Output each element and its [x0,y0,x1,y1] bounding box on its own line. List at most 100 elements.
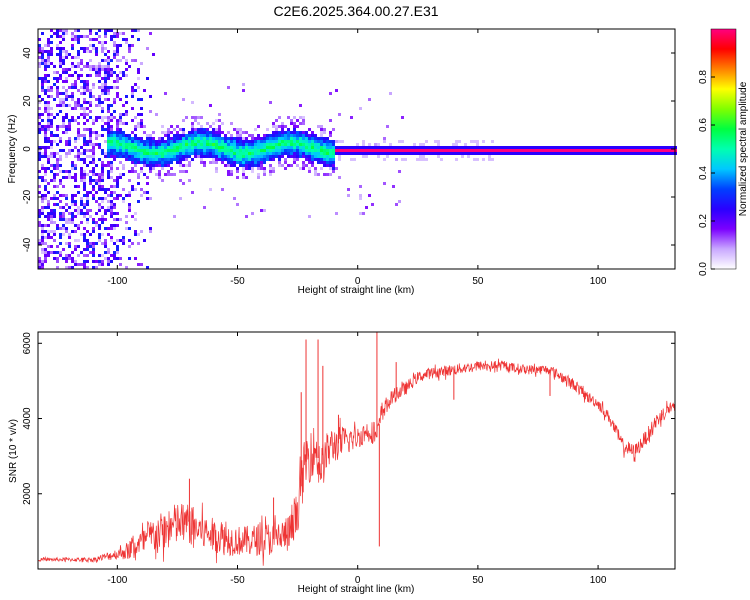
spectrogram-cell [56,224,59,227]
spectrogram-cell [41,206,44,209]
spectrogram-cell [116,185,119,188]
spectrogram-cell [107,227,110,230]
spectrogram-cell [80,35,83,38]
spectrogram-cell [350,116,353,119]
spectrogram-cell [155,140,158,143]
spectrogram-cell [98,74,101,77]
spectrogram-cell [215,149,218,152]
spectrogram-cell [110,155,113,158]
spectrogram-cell [296,143,299,146]
spectrogram-cell [44,224,47,227]
spectrogram-cell [209,134,212,137]
spectrogram-cell [128,179,131,182]
spectrogram-cell [65,32,68,35]
spectrogram-cell [329,140,332,143]
spectrogram-cell [137,68,140,71]
spectrogram-cell [293,161,296,164]
spectrogram-cell [59,125,62,128]
spectrogram-cell [71,230,74,233]
spectrogram-cell [98,176,101,179]
spectrogram-cell [110,68,113,71]
spectrogram-cell [44,230,47,233]
spectrogram-cell [155,149,158,152]
spectrogram-cell [50,164,53,167]
spectrogram-cell [77,155,80,158]
spectrogram-cell [197,134,200,137]
spectrogram-cell [50,119,53,122]
spectrogram-cell [122,131,125,134]
spectrogram-cell [158,176,161,179]
spectrogram-cell [92,119,95,122]
spectrogram-cell [92,230,95,233]
spectrogram-cell [272,122,275,125]
spectrogram-cell [38,257,41,260]
spectrogram-cell [272,170,275,173]
spectrogram-cell [89,209,92,212]
spectrogram-cell [98,179,101,182]
spectrogram-cell [167,173,170,176]
spectrogram-cell [461,152,464,155]
spectrogram-cell [188,134,191,137]
spectrogram-cell [584,152,587,155]
spectrogram-cell [110,239,113,242]
spectrogram-cell [248,158,251,161]
spectrogram-cell [71,194,74,197]
spectrogram-cell [623,146,626,149]
spectrogram-cell [269,149,272,152]
spectrogram-cell [68,119,71,122]
spectrogram-cell [107,56,110,59]
spectrogram-cell [305,155,308,158]
spectrogram-cell [164,143,167,146]
spectrogram-cell [230,155,233,158]
spectrogram-cell [299,143,302,146]
spectrogram-cell [89,89,92,92]
spectrogram-cell [143,143,146,146]
spectrogram-cell [62,32,65,35]
spectrogram-cell [254,149,257,152]
spectrogram-cell [359,149,362,152]
spectrogram-cell [641,149,644,152]
spectrogram-cell [74,65,77,68]
spectrogram-cell [362,152,365,155]
spectrogram-cell [188,155,191,158]
spectrogram-cell [671,152,674,155]
spectrogram-cell [59,206,62,209]
spectrogram-cell [251,137,254,140]
spectrogram-cell [350,146,353,149]
spectrogram-cell [134,218,137,221]
spectrogram-cell [257,152,260,155]
spectrogram-cell [83,254,86,257]
spectrogram-cell [290,134,293,137]
spectrogram-cell [98,188,101,191]
spectrogram-cell [257,176,260,179]
spectrogram-cell [278,155,281,158]
spectrogram-cell [353,152,356,155]
spectrogram-cell [98,224,101,227]
spectrogram-cell [176,131,179,134]
spectrogram-cell [101,59,104,62]
spectrogram-cell [230,158,233,161]
spectrogram-cell [71,212,74,215]
spectrogram-cell [50,41,53,44]
spectrogram-cell [152,137,155,140]
spectrogram-cell [224,155,227,158]
spectrogram-cell [257,155,260,158]
spectrogram-cell [113,80,116,83]
spectrogram-cell [107,176,110,179]
spectrogram-cell [50,134,53,137]
spectrogram-cell [41,128,44,131]
spectrogram-cell [107,257,110,260]
spectrogram-cell [50,113,53,116]
spectrogram-cell [158,170,161,173]
spectrogram-cell [302,140,305,143]
spectrogram-cell [188,140,191,143]
spectrogram-cell [59,62,62,65]
spectrogram-cell [113,227,116,230]
spectrogram-cell [38,215,41,218]
spectrogram-cell [161,140,164,143]
spectrogram-cell [143,173,146,176]
spectrogram-cell [41,98,44,101]
spectrogram-cell [92,158,95,161]
spectrogram-cell [404,152,407,155]
spectrogram-cell [524,152,527,155]
